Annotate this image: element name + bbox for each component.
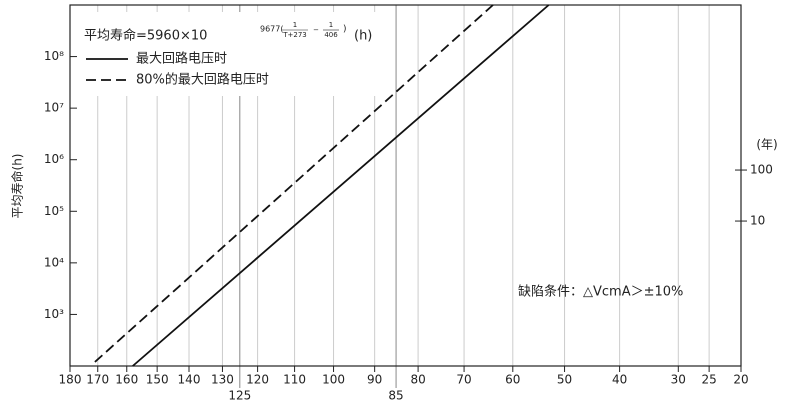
formula-num1: 1	[293, 21, 297, 29]
x-tick-label: 140	[178, 373, 201, 387]
x-tick-label: 80	[410, 373, 425, 387]
y-tick-label: 10⁷	[44, 101, 64, 115]
y2-tick-label: 100	[750, 163, 773, 177]
formula-den2: 406	[324, 31, 338, 39]
series-line	[132, 4, 550, 367]
y-axis-label: 平均寿命(h)	[10, 154, 25, 219]
formula-num2: 1	[329, 21, 333, 29]
x-tick-label: 20	[733, 373, 748, 387]
x-tick-label: 180	[59, 373, 82, 387]
x-tick-label: 120	[246, 373, 269, 387]
legend-box	[80, 12, 380, 96]
x-tick-label: 90	[367, 373, 382, 387]
y-tick-label: 10⁴	[44, 255, 64, 269]
x-tick-label: 130	[211, 373, 234, 387]
y2-tick-label: 10	[750, 214, 765, 228]
x-tick-label: 150	[146, 373, 169, 387]
x-tick-secondary-label: 125	[228, 389, 251, 403]
x-tick-label: 170	[86, 373, 109, 387]
formula-unit: (h)	[354, 29, 372, 44]
y-tick-label: 10⁶	[44, 152, 64, 166]
x-tick-label: 100	[322, 373, 345, 387]
x-tick-secondary-label: 85	[388, 389, 403, 403]
x-tick-label: 160	[115, 373, 138, 387]
y2-axis-label: (年)	[756, 138, 777, 152]
y-tick-label: 10⁸	[44, 49, 64, 63]
y-tick-label: 10⁵	[44, 204, 64, 218]
x-tick-label: 50	[557, 373, 572, 387]
x-tick-label: 30	[671, 373, 686, 387]
plot-frame	[69, 4, 742, 367]
y-tick-label: 10³	[44, 307, 64, 321]
x-tick-label: 70	[456, 373, 471, 387]
legend-label: 最大回路电压时	[136, 51, 227, 67]
legend-label: 80%的最大回路电压时	[136, 72, 269, 88]
x-tick-label: 60	[505, 373, 520, 387]
formula-minus: −	[313, 26, 319, 34]
formula-prefix: 平均寿命=5960×10	[84, 28, 207, 44]
formula-exponent: 9677(	[260, 25, 283, 34]
formula-den1: T+273	[282, 31, 307, 39]
x-tick-label: 40	[612, 373, 627, 387]
annotation: 缺陷条件：△VcmA＞±10%	[518, 284, 683, 300]
x-tick-label: 110	[283, 373, 306, 387]
x-tick-label: 25	[701, 373, 716, 387]
formula-close: )	[343, 25, 347, 35]
